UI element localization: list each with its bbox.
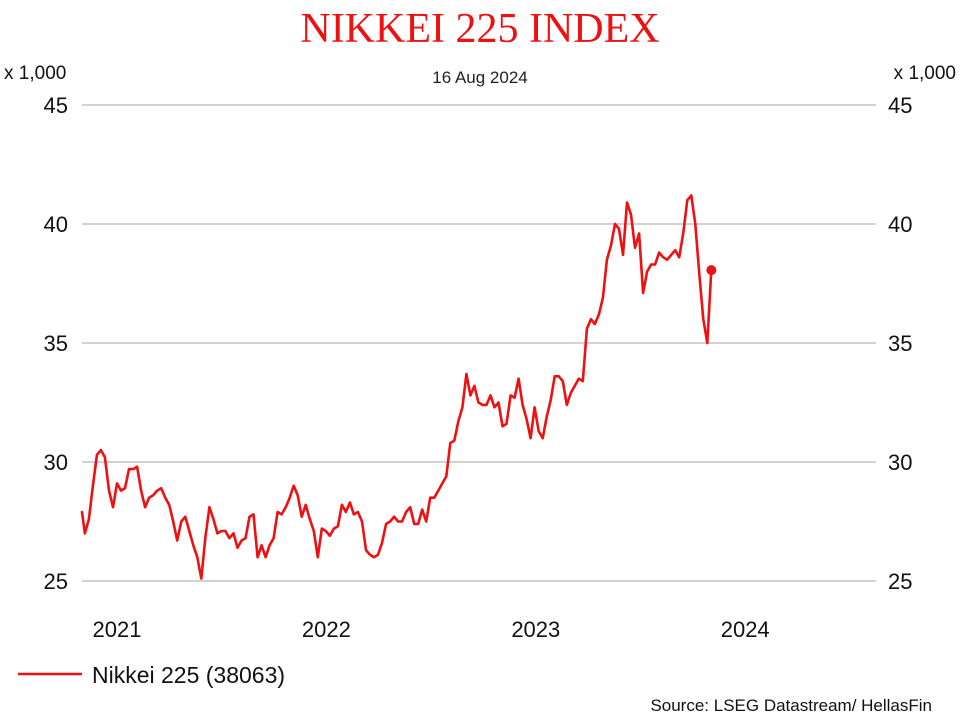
nikkei-series-line <box>80 194 713 580</box>
last-value-marker <box>706 265 717 276</box>
y-tick-left-40: 40 <box>44 212 68 237</box>
source-note: Source: LSEG Datastream/ HellasFin <box>650 696 932 715</box>
y-unit-left: x 1,000 <box>4 63 66 84</box>
y-tick-right-30: 30 <box>888 450 912 475</box>
y-tick-right-45: 45 <box>888 93 912 118</box>
chart-date: 16 Aug 2024 <box>432 68 527 87</box>
y-unit-right: x 1,000 <box>894 63 956 84</box>
y-tick-labels-right: 25 30 35 40 45 <box>888 93 912 594</box>
y-tick-right-25: 25 <box>888 569 912 594</box>
y-tick-labels-left: 25 30 35 40 45 <box>44 93 68 594</box>
y-tick-left-25: 25 <box>44 569 68 594</box>
y-tick-right-35: 35 <box>888 331 912 356</box>
y-tick-left-30: 30 <box>44 450 68 475</box>
x-tick-2021: 2021 <box>93 617 142 642</box>
grid-lines <box>82 104 876 582</box>
x-tick-2022: 2022 <box>302 617 351 642</box>
legend-label: Nikkei 225 (38063) <box>92 662 285 688</box>
y-tick-left-35: 35 <box>44 331 68 356</box>
x-tick-labels: 2021 2022 2023 2024 <box>93 617 770 642</box>
x-tick-2023: 2023 <box>511 617 560 642</box>
y-tick-right-40: 40 <box>888 212 912 237</box>
x-tick-2024: 2024 <box>721 617 770 642</box>
chart-title: NIKKEI 225 INDEX <box>300 6 659 52</box>
y-tick-left-45: 45 <box>44 93 68 118</box>
